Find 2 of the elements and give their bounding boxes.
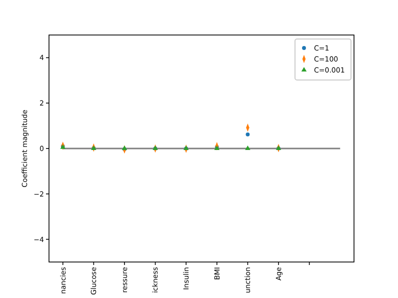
- point: [246, 132, 250, 136]
- point: [245, 145, 250, 150]
